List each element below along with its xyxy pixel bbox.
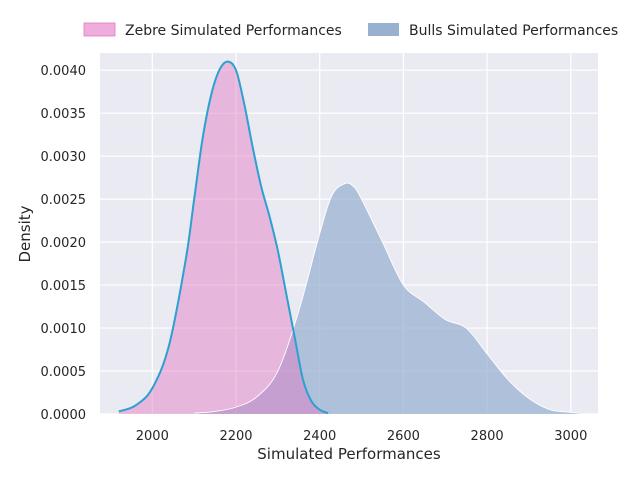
y-tick-label: 0.0010: [41, 322, 87, 337]
legend-swatch-bulls: [368, 23, 399, 36]
legend-label-bulls: Bulls Simulated Performances: [409, 23, 618, 39]
x-tick-label: 3000: [554, 429, 587, 444]
y-tick-label: 0.0040: [41, 64, 87, 79]
y-tick-label: 0.0015: [41, 279, 87, 294]
x-axis-label: Simulated Performances: [257, 445, 441, 463]
y-tick-label: 0.0020: [41, 236, 87, 251]
y-tick-label: 0.0000: [41, 408, 87, 423]
y-tick-label: 0.0005: [41, 365, 87, 380]
series-area: [194, 183, 580, 414]
legend-swatch-zebre: [83, 22, 116, 37]
x-tick-label: 2000: [136, 429, 169, 444]
legend: Zebre Simulated Performances Bulls Simul…: [83, 22, 618, 39]
legend-label-zebre: Zebre Simulated Performances: [125, 23, 342, 39]
x-tick-label: 2600: [387, 429, 420, 444]
series-area: [118, 61, 329, 414]
y-axis-ticks: 0.0000 0.0005 0.0010 0.0015 0.0020 0.0025 0.00…: [41, 64, 87, 423]
x-tick-label: 2200: [219, 429, 252, 444]
y-tick-label: 0.0025: [41, 193, 87, 208]
series-line: [118, 60, 329, 415]
series-line: [194, 182, 580, 414]
y-tick-label: 0.0030: [41, 150, 87, 165]
y-tick-label: 0.0035: [41, 107, 87, 122]
series-layer: [118, 60, 580, 415]
x-axis-ticks: 2000 2200 2400 2600 2800 3000: [136, 429, 588, 444]
y-axis-label: Density: [16, 205, 34, 262]
x-tick-label: 2400: [303, 429, 336, 444]
x-tick-label: 2800: [471, 429, 504, 444]
